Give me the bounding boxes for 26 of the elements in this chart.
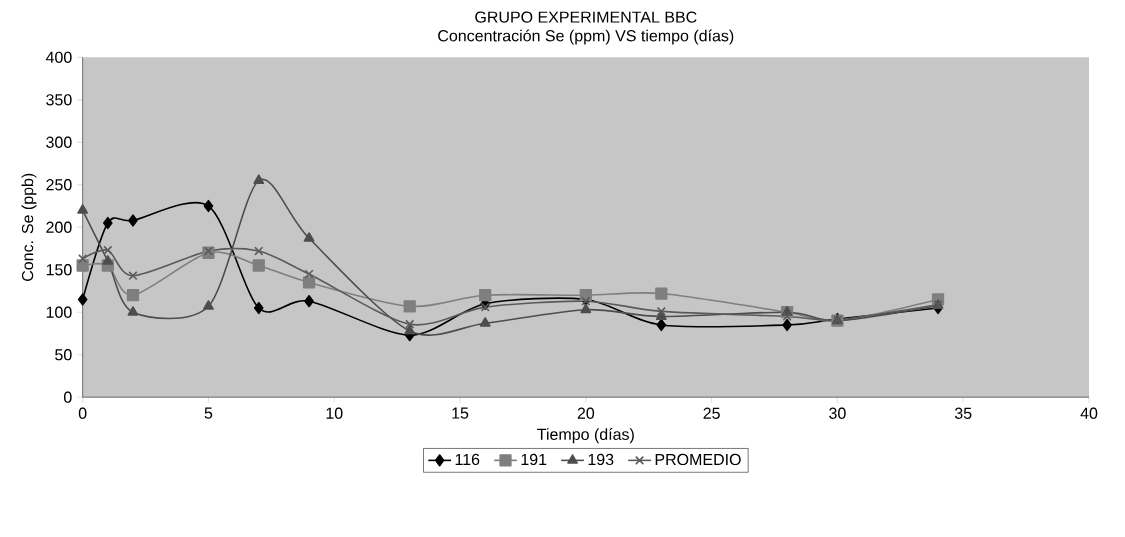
y-tick-label: 250 [46, 179, 72, 191]
legend-label: PROMEDIO [655, 453, 741, 466]
x-tick-label: 30 [829, 407, 846, 419]
y-tick-label: 50 [55, 348, 72, 361]
y-tick-label: 0 [63, 391, 72, 403]
legend-label: 193 [588, 453, 614, 466]
y-tick-label: 200 [46, 221, 72, 233]
legend-label: 116 [455, 453, 480, 466]
x-tick-label: 10 [326, 407, 343, 419]
x-tick-label: 25 [703, 407, 720, 419]
y-tick-label: 350 [46, 94, 72, 106]
chart-title: GRUPO EXPERIMENTAL BBC [475, 11, 697, 23]
x-tick-label: 15 [452, 407, 469, 419]
y-tick-label: 150 [46, 264, 72, 276]
x-axis-title: Tiempo (días) [537, 428, 634, 444]
y-tick-label: 400 [45, 51, 72, 63]
legend-label: 191 [521, 453, 547, 466]
y-axis-title: Conc. Se (ppb) [21, 173, 37, 281]
x-tick-label: 40 [1080, 407, 1098, 419]
x-tick-label: 5 [204, 407, 213, 419]
y-tick-label: 100 [46, 306, 72, 318]
x-tick-label: 35 [954, 407, 972, 419]
chart-subtitle: Concentración Se (ppm) VS tiempo (días) [438, 29, 734, 45]
x-tick-label: 0 [78, 407, 87, 419]
y-tick-label: 300 [46, 136, 72, 148]
x-tick-label: 20 [577, 407, 595, 419]
